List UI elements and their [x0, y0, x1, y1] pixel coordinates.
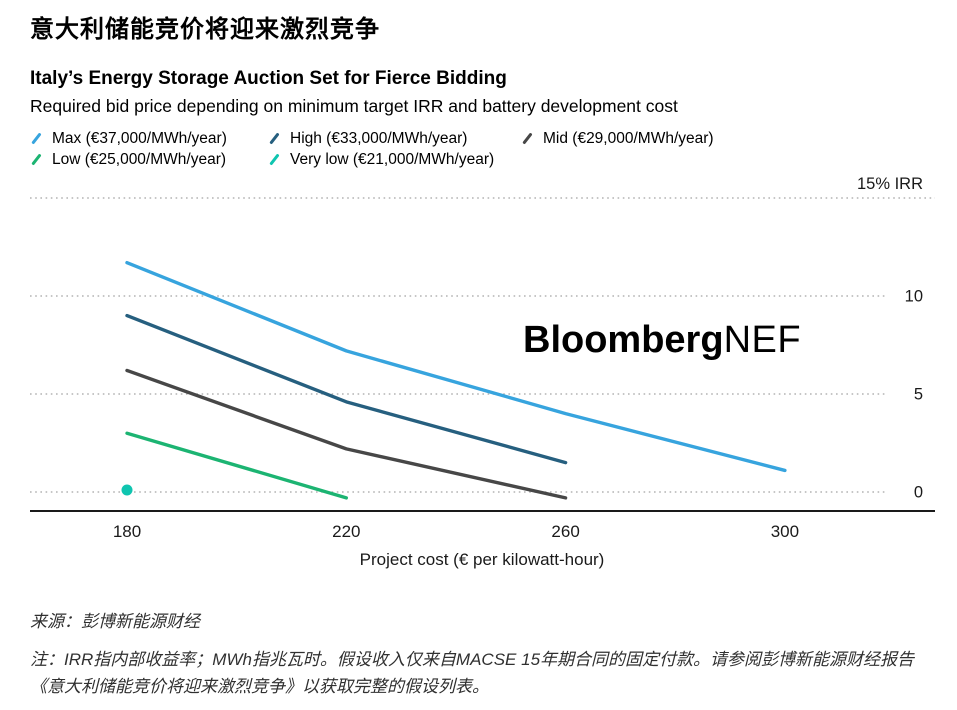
series-line [125, 313, 568, 464]
bloombergnef-watermark: BloombergNEF [523, 321, 801, 359]
series-line [125, 260, 787, 472]
legend-label: Very low (€21,000/MWh/year) [290, 151, 495, 169]
x-axis-title: Project cost (€ per kilowatt-hour) [360, 550, 605, 569]
y-axis-tick-label: 10 [905, 287, 923, 305]
y-axis-tick-label: 15% IRR [857, 175, 923, 193]
series-line [125, 368, 568, 500]
chart-subtitle: Required bid price depending on minimum … [30, 95, 678, 116]
x-axis-tick-label: 260 [551, 522, 579, 541]
legend-item-max: Max (€37,000/MWh/year) [30, 129, 268, 150]
legend-label: Max (€37,000/MWh/year) [52, 130, 227, 148]
legend-slash-icon [269, 132, 280, 146]
x-axis-tick-label: 180 [113, 522, 141, 541]
chart-title: Italy’s Energy Storage Auction Set for F… [30, 68, 507, 90]
legend-slash-icon [31, 153, 42, 167]
legend-item-high: High (€33,000/MWh/year) [268, 129, 521, 150]
x-axis-tick-label: 220 [332, 522, 360, 541]
y-axis-tick-label: 5 [914, 385, 923, 403]
legend-item-low: Low (€25,000/MWh/year) [30, 150, 268, 171]
legend-item-mid: Mid (€29,000/MWh/year) [521, 129, 935, 150]
x-axis-tick-label: 300 [771, 522, 799, 541]
legend-label: Mid (€29,000/MWh/year) [543, 130, 714, 148]
legend-label: Low (€25,000/MWh/year) [52, 151, 227, 169]
legend-slash-icon [269, 153, 280, 167]
legend: Max (€37,000/MWh/year) High (€33,000/MWh… [30, 129, 935, 171]
legend-slash-icon [522, 132, 533, 146]
legend-slash-icon [31, 132, 42, 146]
irr-line-chart: 15% IRR 10 5 0 180 220 260 300 Project cost (€ p… [30, 175, 935, 569]
page-title-chinese: 意大利储能竞价将迎来激烈竞争 [30, 16, 380, 43]
series-line [125, 431, 348, 500]
source-text: 来源：彭博新能源财经 [30, 611, 200, 631]
series-point [121, 484, 133, 496]
y-axis-tick-label: 0 [914, 483, 923, 501]
watermark-regular-text: NEF [723, 318, 802, 361]
watermark-bold-text: Bloomberg [523, 318, 724, 361]
legend-label: High (€33,000/MWh/year) [290, 130, 468, 148]
chart-area: 15% IRR 10 5 0 180 220 260 300 Project cost (€ p… [30, 171, 935, 571]
note-text: 注：IRR指内部收益率；MWh指兆瓦时。假设收入仅来自MACSE 15年期合同的… [30, 649, 915, 696]
legend-item-very-low: Very low (€21,000/MWh/year) [268, 150, 521, 171]
